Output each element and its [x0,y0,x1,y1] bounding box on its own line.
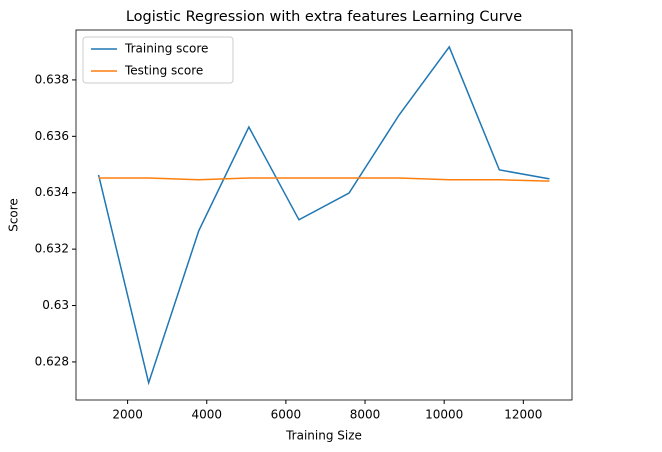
x-tick-label: 12000 [504,408,542,422]
x-tick-label: 10000 [425,408,463,422]
y-axis-label: Score [7,198,21,232]
y-tick-label: 0.63 [42,298,69,312]
line [98,177,550,182]
plot-frame [75,29,573,401]
legend-box [82,36,234,84]
y-tick-label: 0.638 [35,72,69,86]
line [97,45,550,386]
legend-label: Training score [124,42,208,56]
x-tick-label: 4000 [191,408,222,422]
y-tick-label: 0.636 [35,129,69,143]
y-tick-label: 0.628 [35,354,69,368]
x-tick-label: 8000 [350,408,381,422]
x-axis-label: Training Size [285,429,362,443]
y-tick-label: 0.632 [35,242,69,256]
legend-label: Testing score [124,64,203,78]
x-tick-label: 2000 [112,408,143,422]
y-tick-label: 0.634 [35,185,69,199]
chart-title: Logistic Regression with extra features … [126,9,522,25]
x-tick-label: 6000 [271,408,302,422]
